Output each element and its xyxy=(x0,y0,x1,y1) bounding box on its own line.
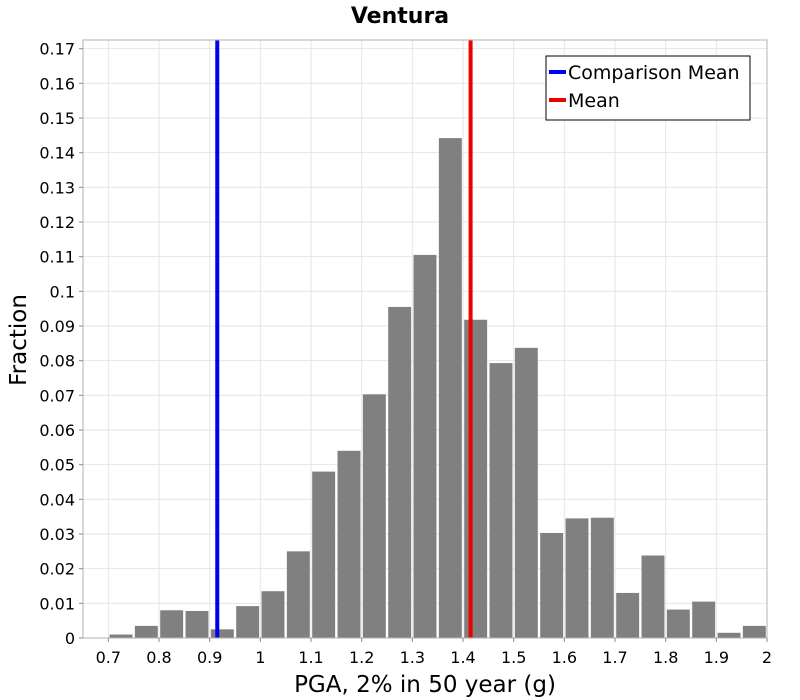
y-tick-label: 0.13 xyxy=(39,178,75,197)
histogram-bar xyxy=(134,625,158,638)
x-axis-ticks: 0.7 0.8 0.9 1 1.1 1.2 1.3 1.4 1.5 1.6 1.7 1.8 1.9 2 xyxy=(96,638,772,667)
x-tick-label: 1.7 xyxy=(602,648,627,667)
x-tick-label: 0.8 xyxy=(146,648,171,667)
y-tick-label: 0.09 xyxy=(39,317,75,336)
y-tick-label: 0.03 xyxy=(39,525,75,544)
histogram-bar xyxy=(666,609,690,638)
legend: Comparison Mean Mean xyxy=(545,55,751,121)
histogram-bar xyxy=(362,394,386,638)
y-tick-label: 0.16 xyxy=(39,74,75,93)
y-tick-label: 0.01 xyxy=(39,594,75,613)
y-tick-label: 0 xyxy=(65,629,75,648)
histogram-bar xyxy=(185,610,209,638)
x-tick-label: 1.2 xyxy=(349,648,374,667)
histogram-bar xyxy=(641,555,665,638)
x-tick-label: 1.8 xyxy=(653,648,678,667)
y-tick-label: 0.11 xyxy=(39,248,75,267)
histogram-bar xyxy=(286,551,310,638)
y-tick-label: 0.05 xyxy=(39,456,75,475)
plot-frame xyxy=(82,39,768,639)
histogram-bar xyxy=(464,319,488,638)
histogram-bar xyxy=(438,138,462,638)
histogram-bar xyxy=(337,450,361,638)
histogram-bar xyxy=(160,610,184,638)
y-tick-label: 0.08 xyxy=(39,352,75,371)
x-tick-label: 1.3 xyxy=(400,648,425,667)
chart-title: Ventura xyxy=(351,4,449,29)
histogram-bar xyxy=(261,591,285,638)
x-tick-label: 1 xyxy=(255,648,265,667)
x-tick-label: 0.7 xyxy=(96,648,121,667)
histogram-bar xyxy=(742,625,766,638)
x-tick-label: 0.9 xyxy=(197,648,222,667)
x-tick-label: 1.5 xyxy=(501,648,526,667)
y-tick-label: 0.15 xyxy=(39,109,75,128)
histogram-bar xyxy=(210,629,234,638)
x-tick-label: 1.1 xyxy=(298,648,323,667)
y-tick-label: 0.12 xyxy=(39,213,75,232)
histogram-bar xyxy=(413,254,437,638)
histogram-bar xyxy=(540,532,564,638)
y-tick-label: 0.17 xyxy=(39,40,75,59)
histogram-bar xyxy=(692,601,716,638)
x-tick-label: 1.9 xyxy=(704,648,729,667)
legend-label: Mean xyxy=(568,90,620,112)
histogram-bar xyxy=(717,632,741,638)
y-tick-label: 0.04 xyxy=(39,490,75,509)
y-tick-label: 0.02 xyxy=(39,560,75,579)
histogram-bar xyxy=(388,306,412,638)
histogram-bar xyxy=(616,592,640,638)
reference-lines xyxy=(215,40,473,638)
legend-box xyxy=(545,55,751,121)
y-axis-ticks: 0 0.01 0.02 0.03 0.04 0.05 0.06 0.07 0.08 0.09 0.1… xyxy=(39,40,83,648)
x-tick-label: 1.4 xyxy=(450,648,475,667)
histogram-bar xyxy=(565,518,589,638)
legend-label: Comparison Mean xyxy=(568,62,740,84)
histogram-bar xyxy=(109,634,133,638)
histogram-bar xyxy=(236,606,260,638)
y-tick-label: 0.14 xyxy=(39,144,75,163)
x-tick-label: 1.6 xyxy=(552,648,577,667)
histogram-bar xyxy=(489,363,513,638)
y-axis-label: Fraction xyxy=(6,294,32,386)
y-tick-label: 0.07 xyxy=(39,386,75,405)
histogram-bar xyxy=(590,517,614,638)
y-tick-label: 0.1 xyxy=(50,282,75,301)
x-axis-label: PGA, 2% in 50 year (g) xyxy=(294,672,556,698)
x-tick-label: 2 xyxy=(762,648,772,667)
histogram-bar xyxy=(514,347,538,638)
y-tick-label: 0.06 xyxy=(39,421,75,440)
histogram-bar xyxy=(312,471,336,638)
